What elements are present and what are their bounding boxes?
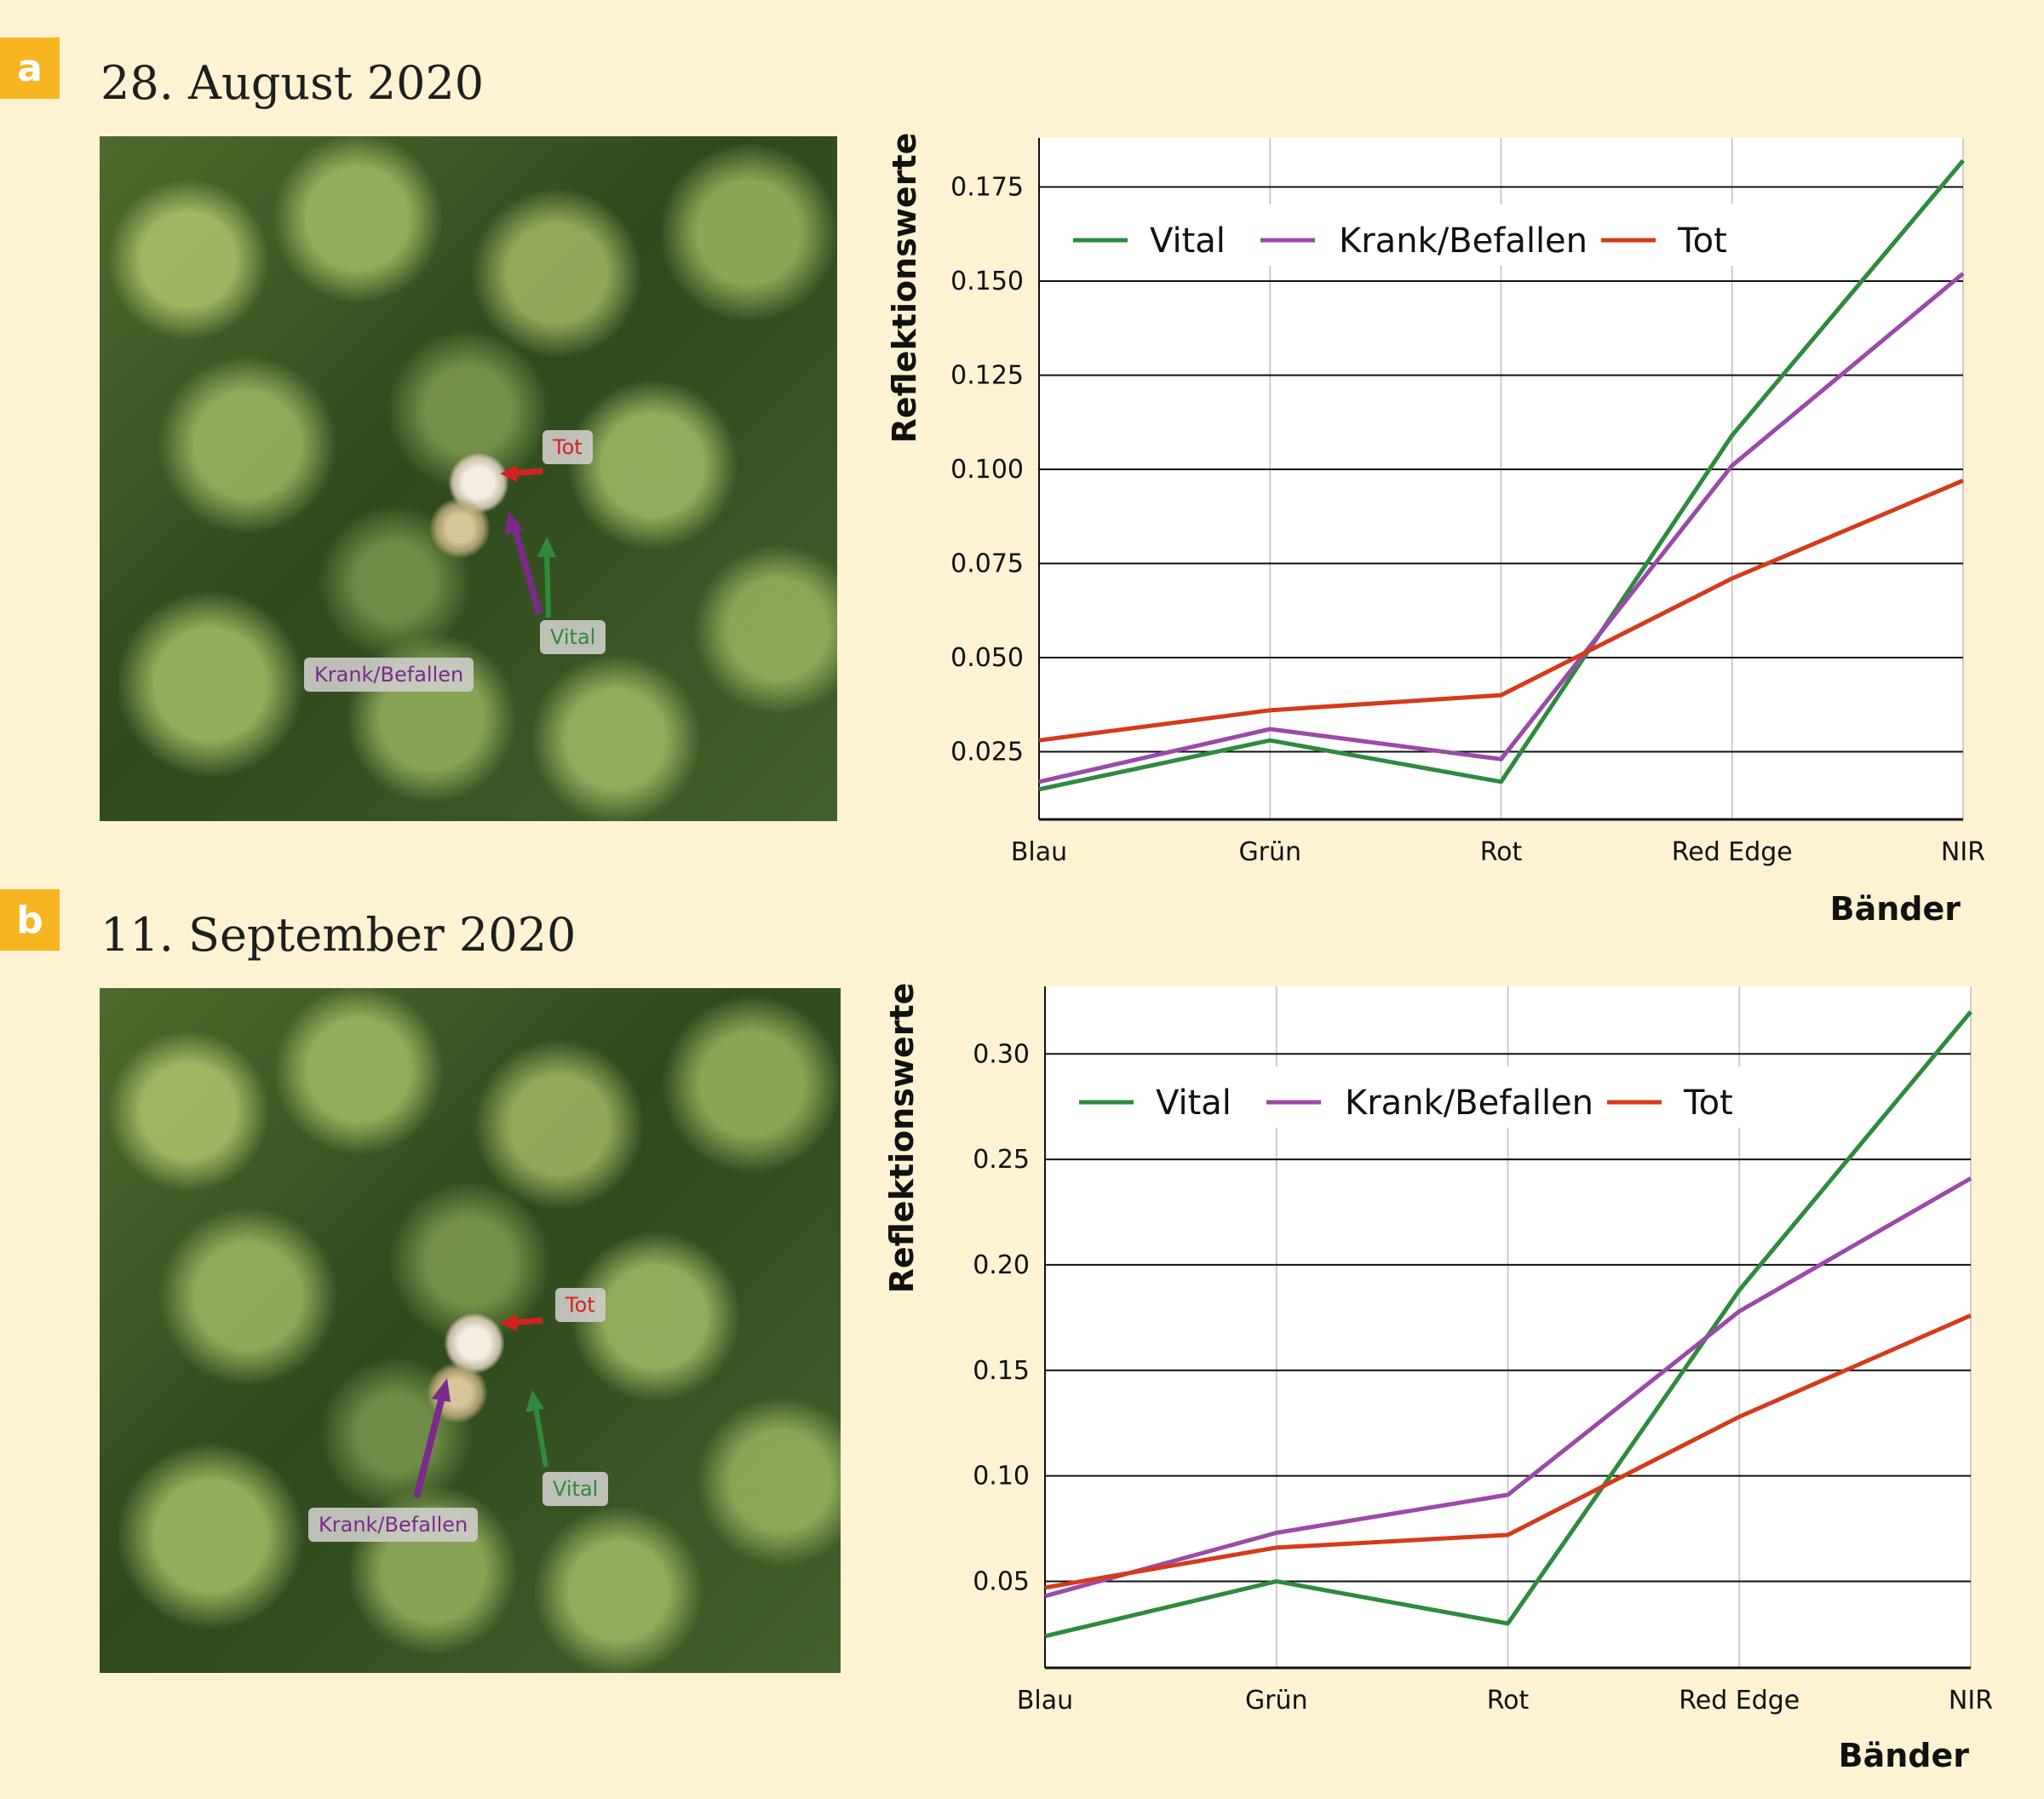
x-tick-label: Blau [1011, 837, 1067, 867]
legend-label: Tot [1683, 1083, 1733, 1123]
y-tick-label: 0.125 [950, 360, 1024, 390]
series-line-tot [1038, 478, 1964, 743]
y-tick-label: 0.25 [973, 1145, 1030, 1175]
panel-a-arrows [500, 465, 556, 618]
legend-label: Krank/Befallen [1339, 221, 1588, 261]
x-tick-label: Grün [1245, 1686, 1308, 1716]
legend-label: Tot [1677, 221, 1727, 261]
x-axis-title: Bänder [1830, 890, 1961, 928]
y-tick-label: 0.15 [973, 1356, 1030, 1386]
y-tick-label: 0.175 [950, 172, 1024, 202]
y-axis-title: Reflektionswerte [883, 983, 921, 1294]
photo-label-krank: Krank/Befallen [304, 658, 474, 692]
panel-b-aerial-photo: Tot Vital Krank/Befallen [100, 988, 841, 1673]
series-line-krank-befallen [1038, 272, 1965, 785]
x-tick-label: NIR [1949, 1686, 1993, 1716]
y-axis-title: Reflektionswerte [886, 133, 923, 444]
photo-label-vital: Vital [540, 620, 606, 654]
x-tick-label: Grün [1238, 837, 1301, 867]
x-tick-label: Blau [1017, 1686, 1073, 1716]
legend-label: Krank/Befallen [1345, 1083, 1593, 1123]
y-tick-label: 0.20 [973, 1250, 1030, 1280]
panel-a-date: 28. August 2020 [100, 56, 485, 110]
photo-label-vital: Vital [543, 1472, 609, 1506]
series-line-tot [1044, 1313, 1972, 1590]
x-tick-label: Rot [1480, 837, 1523, 867]
series-line-vital [1044, 1010, 1972, 1639]
panel-a-tag: a [0, 37, 60, 99]
series-line-vital [1038, 158, 1965, 792]
legend-box [1060, 1066, 1810, 1128]
y-tick-label: 0.05 [973, 1566, 1030, 1596]
panel-b-date: 11. September 2020 [100, 908, 577, 962]
legend-label: Vital [1156, 1083, 1232, 1123]
panel-b-tag: b [0, 889, 60, 951]
legend-label: Vital [1150, 221, 1226, 261]
panel-a-aerial-photo: Tot Vital Krank/Befallen [100, 136, 837, 821]
y-tick-label: 0.075 [950, 549, 1024, 578]
photo-label-krank: Krank/Befallen [308, 1508, 479, 1542]
y-tick-label: 0.025 [950, 737, 1024, 767]
panel-b-arrows [413, 1314, 548, 1498]
x-tick-label: Red Edge [1679, 1686, 1800, 1716]
y-tick-label: 0.10 [973, 1462, 1030, 1492]
x-tick-label: Red Edge [1672, 837, 1793, 867]
series-line-krank-befallen [1044, 1176, 1972, 1599]
y-tick-label: 0.30 [973, 1039, 1030, 1069]
photo-label-tot: Tot [555, 1288, 606, 1322]
photo-label-tot: Tot [543, 430, 593, 464]
y-tick-label: 0.150 [950, 267, 1024, 296]
y-tick-label: 0.050 [950, 643, 1024, 673]
x-tick-label: Rot [1487, 1686, 1530, 1716]
x-axis-title: Bänder [1839, 1737, 1970, 1774]
y-tick-label: 0.100 [950, 455, 1024, 485]
legend-box [1054, 204, 1804, 266]
x-tick-label: NIR [1941, 837, 1985, 867]
sick-tree-marker [430, 498, 490, 558]
